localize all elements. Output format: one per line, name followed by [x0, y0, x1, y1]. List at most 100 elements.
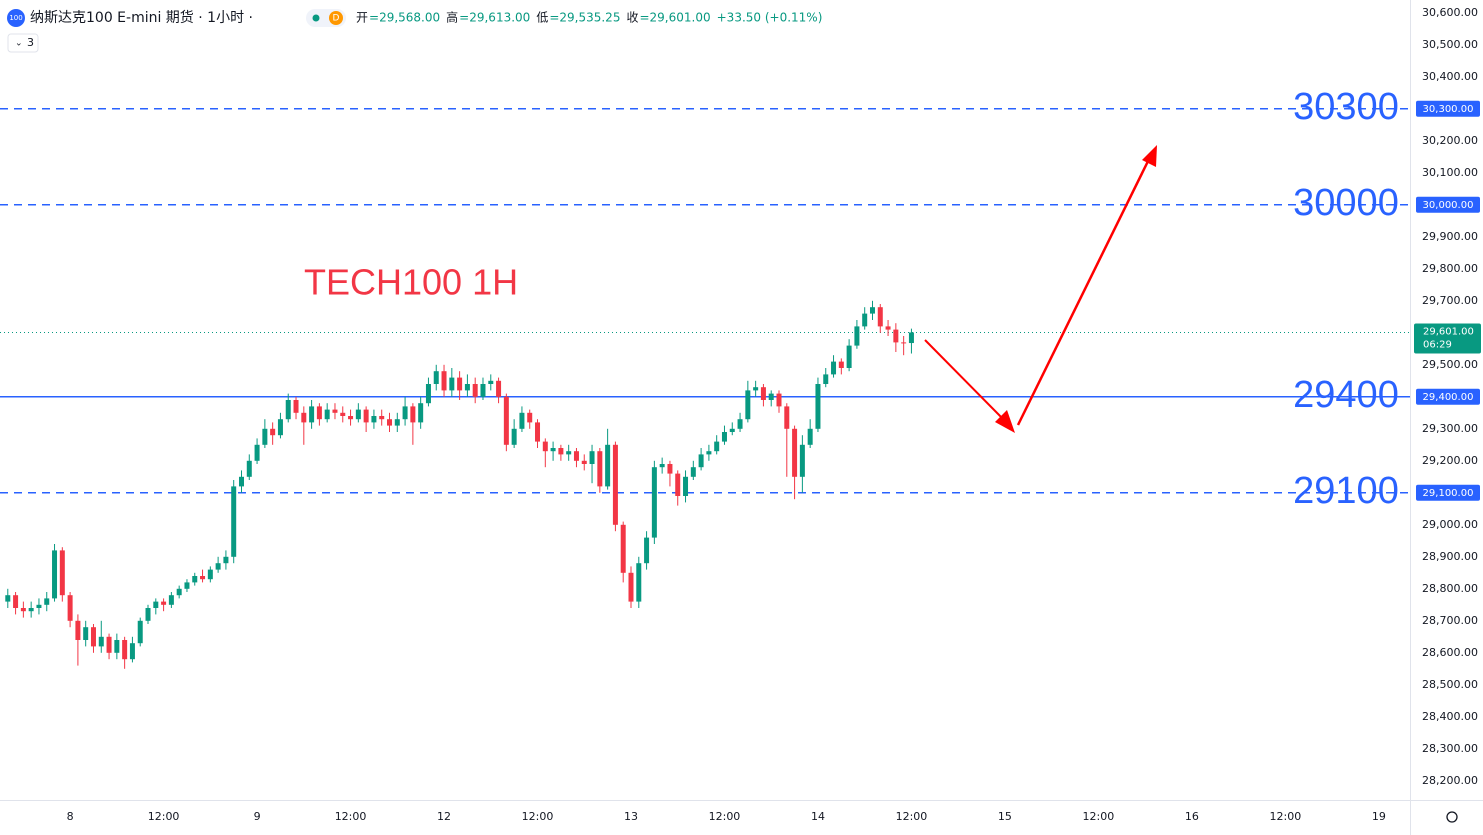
arrow-down-line	[924, 339, 1008, 424]
candle-body	[316, 406, 322, 420]
level-tag: 30,000.00	[1423, 200, 1474, 211]
candle-body	[589, 451, 595, 464]
candle-body	[410, 406, 416, 423]
candle-body	[301, 412, 307, 423]
candle-body	[573, 451, 579, 461]
chevron: ⌄	[15, 39, 23, 49]
settings-button[interactable]	[1446, 811, 1458, 823]
candle-body	[231, 486, 237, 557]
candle-body	[792, 428, 798, 477]
candle-body	[542, 441, 548, 452]
candle-body	[807, 428, 813, 445]
candle-body	[457, 377, 463, 391]
ohlc-value: =29,601.00	[639, 11, 710, 25]
level-tag-bg	[1416, 100, 1480, 117]
x-tick-label: 13	[624, 810, 638, 823]
candle-body	[137, 620, 143, 644]
candle-body	[5, 595, 11, 602]
candle-body	[628, 572, 634, 602]
y-tick-label: 29,000.00	[1422, 518, 1478, 531]
change: +33.50 (+0.11%)	[717, 11, 823, 25]
candle-body	[869, 307, 875, 314]
candle-body	[348, 416, 354, 420]
candle-body	[215, 563, 221, 570]
ohlc: 开 =29,568.00 高 =29,613.00 低 =29,535.25 收 =29,60…	[356, 10, 822, 25]
candle-body	[59, 550, 65, 596]
x-tick-label: 19	[1372, 810, 1386, 823]
ohlc-value: =29,613.00	[459, 11, 530, 25]
candle-body	[612, 444, 618, 525]
y-tick-label: 28,800.00	[1422, 582, 1478, 595]
ohlc-value: =29,568.00	[369, 11, 440, 25]
x-tick-label: 12:00	[522, 810, 554, 823]
symbol-title[interactable]: 纳斯达克100 E-mini 期货 · 1小时 ·	[30, 9, 253, 26]
x-tick-label: 8	[67, 810, 74, 823]
indicator-toggle[interactable]	[7, 33, 39, 53]
y-tick-label: 29,500.00	[1422, 358, 1478, 371]
x-tick-label: 12:00	[148, 810, 180, 823]
candle-body	[90, 627, 96, 647]
candle-body	[441, 371, 447, 391]
candle-body	[823, 374, 829, 384]
level-tag-bg	[1416, 388, 1480, 405]
candle-body	[885, 326, 891, 330]
candle-body	[503, 396, 509, 445]
candle-body	[550, 448, 556, 452]
candle-body	[893, 329, 899, 343]
annotation: TECH100 1H	[304, 262, 518, 303]
candle-body	[13, 595, 19, 608]
y-tick-label: 30,500.00	[1422, 38, 1478, 51]
x-tick-label: 12:00	[1083, 810, 1115, 823]
candle-body	[75, 620, 81, 640]
header: 100 纳斯达克100 E-mini 期货 · 1小时 · D 开 =29,568…	[7, 9, 822, 53]
candle-body	[223, 556, 229, 564]
candle-body	[721, 432, 727, 442]
candle-body	[480, 384, 486, 397]
candle-body	[472, 384, 478, 397]
arrow-up-line	[1016, 152, 1154, 426]
symbol-icon-text: 100	[9, 14, 22, 22]
candle-body	[425, 384, 431, 404]
y-tick-label: 28,700.00	[1422, 614, 1478, 627]
candle-body	[176, 588, 182, 596]
candle-body	[192, 576, 198, 583]
candle-body	[908, 332, 914, 344]
forecast-arrows	[924, 145, 1157, 433]
candle-body	[651, 467, 657, 538]
candle-body	[129, 643, 135, 660]
candle-body	[153, 601, 159, 608]
level-label: 30300	[1293, 86, 1399, 128]
candle-body	[566, 451, 572, 455]
x-tick-label: 12:00	[335, 810, 367, 823]
candle-body	[488, 380, 494, 384]
candle-body	[67, 595, 73, 621]
candle-body	[729, 428, 735, 432]
candle-body	[527, 412, 533, 423]
y-tick-label: 30,400.00	[1422, 70, 1478, 83]
candle-body	[309, 406, 315, 423]
candle-body	[83, 627, 89, 640]
candle-body	[667, 464, 673, 474]
candle-body	[768, 393, 774, 400]
candle-body	[519, 412, 525, 429]
countdown: 06:29	[1423, 339, 1452, 350]
x-tick-label: 15	[998, 810, 1012, 823]
y-tick-label: 30,100.00	[1422, 166, 1478, 179]
candle-body	[106, 636, 112, 653]
candle-body	[20, 608, 26, 612]
y-tick-label: 29,800.00	[1422, 262, 1478, 275]
candle-body	[332, 409, 338, 413]
candle-body	[706, 451, 712, 455]
candle-body	[659, 464, 665, 468]
candle-body	[605, 444, 611, 487]
last-price-tag: 29,601.00	[1423, 326, 1474, 337]
candle-body	[449, 377, 455, 391]
candle-body	[620, 524, 626, 573]
level-label: 29100	[1293, 470, 1399, 512]
candle-body	[815, 384, 821, 429]
candle-body	[363, 409, 369, 423]
candle-body	[877, 307, 883, 327]
candle-body	[122, 640, 128, 660]
